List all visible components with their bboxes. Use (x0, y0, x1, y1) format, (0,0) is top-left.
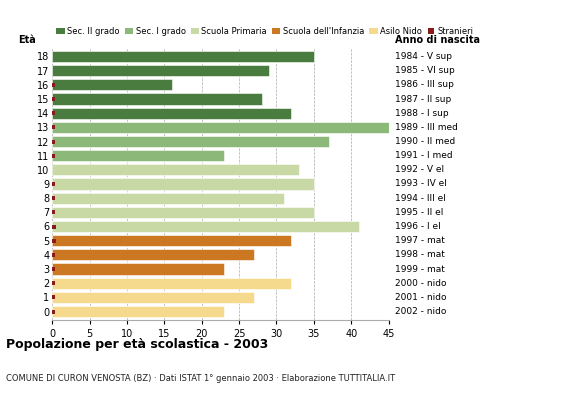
Text: 1985 - VI sup: 1985 - VI sup (395, 66, 455, 75)
Text: Età: Età (19, 35, 37, 45)
Text: 1997 - mat: 1997 - mat (395, 236, 445, 245)
Text: 1993 - IV el: 1993 - IV el (395, 180, 447, 188)
Text: 1998 - mat: 1998 - mat (395, 250, 445, 259)
Bar (52, 306, 224, 317)
Bar (52, 136, 329, 147)
Text: 1986 - III sup: 1986 - III sup (395, 80, 454, 89)
Text: 1992 - V el: 1992 - V el (395, 165, 444, 174)
Text: 2002 - nido: 2002 - nido (395, 307, 447, 316)
Text: Anno di nascita: Anno di nascita (395, 35, 480, 45)
Bar (52, 221, 358, 232)
Bar (52, 164, 299, 175)
Bar (52, 193, 284, 204)
Text: Popolazione per età scolastica - 2003: Popolazione per età scolastica - 2003 (6, 338, 268, 351)
Bar (52, 108, 291, 119)
Bar (52, 235, 291, 246)
Text: 1988 - I sup: 1988 - I sup (395, 109, 448, 118)
Bar (52, 292, 254, 303)
Bar (52, 178, 314, 190)
Bar (52, 278, 291, 289)
Text: 1995 - II el: 1995 - II el (395, 208, 443, 217)
Text: 1990 - II med: 1990 - II med (395, 137, 455, 146)
Text: COMUNE DI CURON VENOSTA (BZ) · Dati ISTAT 1° gennaio 2003 · Elaborazione TUTTITA: COMUNE DI CURON VENOSTA (BZ) · Dati ISTA… (6, 374, 395, 383)
Bar (52, 65, 269, 76)
Text: 1987 - II sup: 1987 - II sup (395, 94, 451, 104)
Bar (52, 79, 172, 90)
Bar (52, 264, 224, 274)
Bar (52, 249, 254, 260)
Text: 1991 - I med: 1991 - I med (395, 151, 452, 160)
Text: 1989 - III med: 1989 - III med (395, 123, 458, 132)
Bar (52, 122, 389, 133)
Text: 1984 - V sup: 1984 - V sup (395, 52, 452, 61)
Text: 1999 - mat: 1999 - mat (395, 264, 445, 274)
Text: 1996 - I el: 1996 - I el (395, 222, 441, 231)
Bar (52, 150, 224, 161)
Text: 2001 - nido: 2001 - nido (395, 293, 447, 302)
Bar (52, 51, 314, 62)
Bar (52, 94, 262, 104)
Legend: Sec. II grado, Sec. I grado, Scuola Primaria, Scuola dell'Infanzia, Asilo Nido, : Sec. II grado, Sec. I grado, Scuola Prim… (56, 27, 474, 36)
Text: 1994 - III el: 1994 - III el (395, 194, 446, 203)
Bar (52, 207, 314, 218)
Text: 2000 - nido: 2000 - nido (395, 279, 447, 288)
